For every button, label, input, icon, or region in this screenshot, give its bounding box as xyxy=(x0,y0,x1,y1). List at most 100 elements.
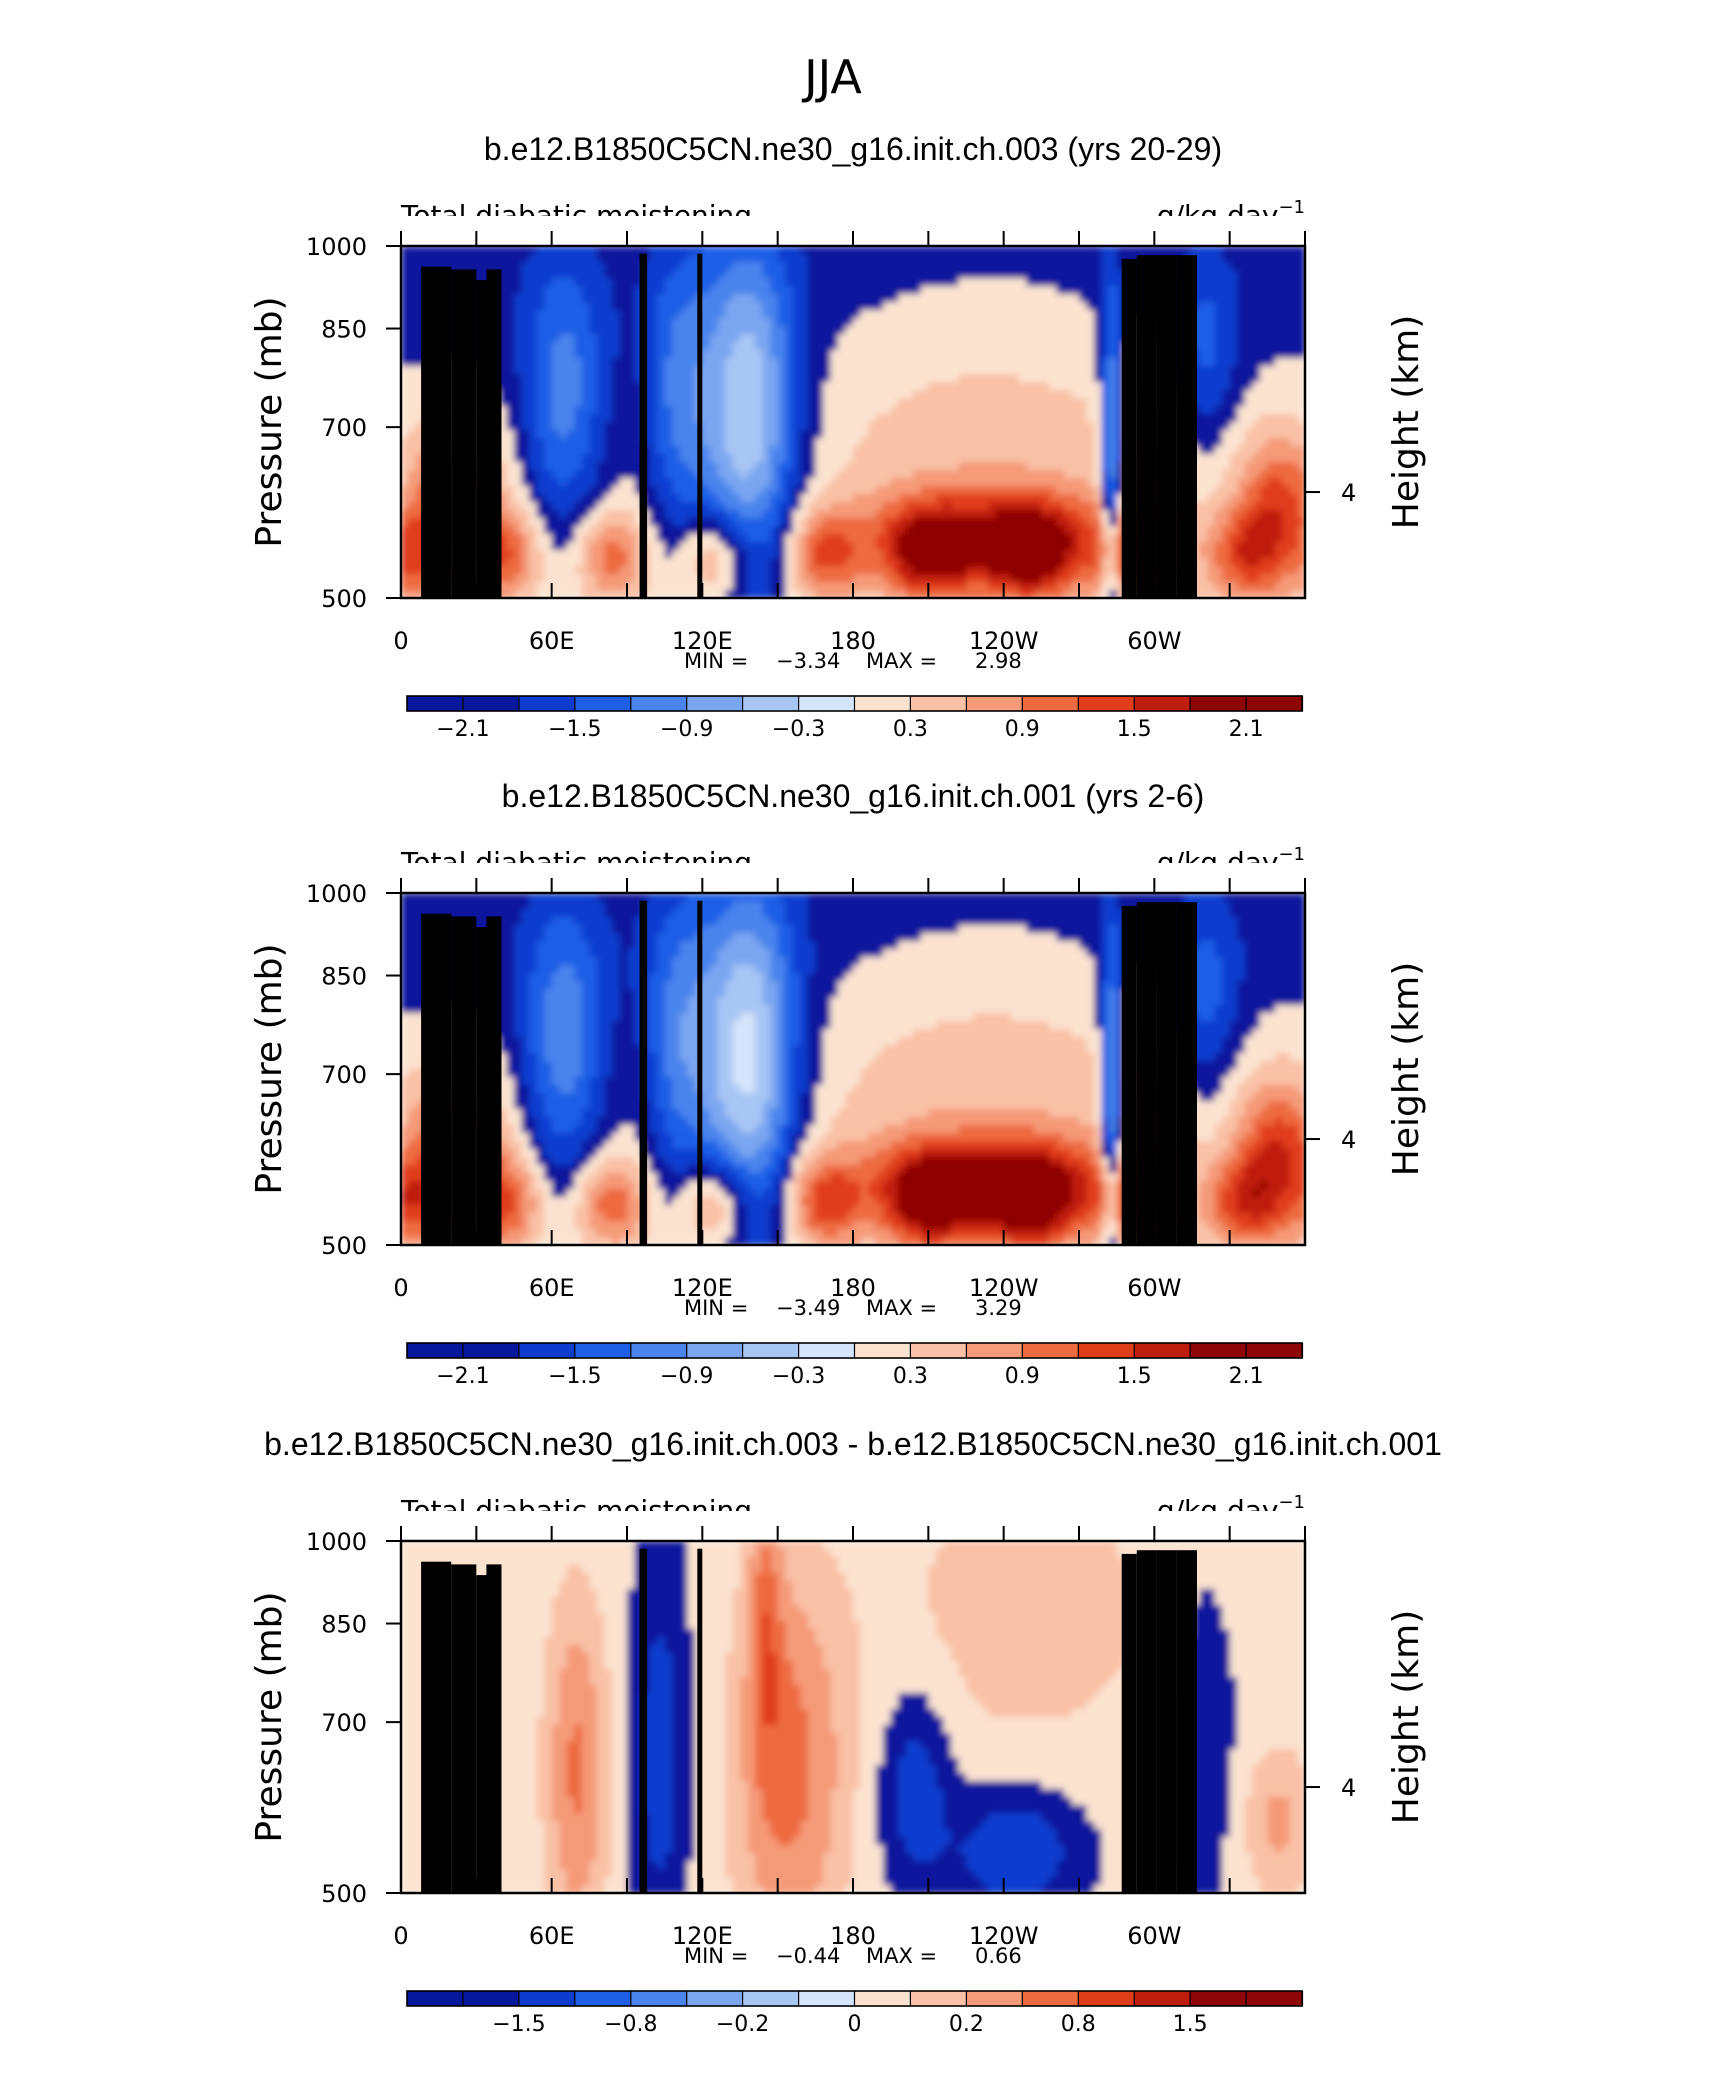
contour-cell xyxy=(627,526,636,535)
contour-cell xyxy=(679,446,688,455)
contour-cell xyxy=(1229,486,1238,495)
contour-cell xyxy=(544,262,553,271)
contour-cell xyxy=(905,494,914,503)
contour-cell xyxy=(401,502,410,511)
contour-cell xyxy=(401,550,410,559)
contour-cell xyxy=(747,590,756,599)
contour-cell xyxy=(589,398,598,407)
contour-cell xyxy=(981,510,990,519)
contour-cell xyxy=(679,590,688,599)
contour-cell xyxy=(702,302,711,311)
contour-cell xyxy=(506,310,515,319)
contour-cell xyxy=(898,566,907,575)
contour-cell xyxy=(770,454,779,463)
contour-cell xyxy=(1222,574,1231,583)
contour-cell xyxy=(604,414,613,423)
contour-cell xyxy=(943,526,952,535)
contour-cell xyxy=(672,334,681,343)
contour-cell xyxy=(762,398,771,407)
contour-cell xyxy=(1071,470,1080,479)
contour-cell xyxy=(928,286,937,295)
contour-cell xyxy=(1222,358,1231,367)
contour-cell xyxy=(672,518,681,527)
contour-cell xyxy=(672,534,681,543)
contour-cell xyxy=(845,446,854,455)
contour-cell xyxy=(1048,342,1058,351)
contour-cell xyxy=(830,438,839,447)
contour-cell xyxy=(1101,334,1110,343)
contour-cell xyxy=(566,302,575,311)
contour-cell xyxy=(740,390,749,399)
contour-cell xyxy=(747,534,756,543)
contour-cell xyxy=(1222,350,1231,359)
contour-cell xyxy=(898,286,907,295)
contour-cell xyxy=(724,342,734,351)
contour-cell xyxy=(664,254,673,263)
contour-cell xyxy=(837,558,847,567)
contour-cell xyxy=(1237,270,1246,279)
contour-cell xyxy=(408,342,417,351)
contour-cell xyxy=(1003,262,1012,271)
contour-cell xyxy=(913,502,922,511)
contour-cell xyxy=(935,542,945,551)
contour-cell xyxy=(529,582,538,591)
contour-cell xyxy=(928,590,937,599)
contour-cell xyxy=(724,374,734,383)
contour-cell xyxy=(498,502,508,511)
contour-cell xyxy=(1063,430,1073,439)
contour-cell xyxy=(822,542,832,551)
contour-cell xyxy=(1244,254,1253,263)
contour-cell xyxy=(506,406,515,415)
contour-cell xyxy=(996,542,1005,551)
contour-cell xyxy=(657,470,666,479)
contour-cell xyxy=(1094,470,1103,479)
contour-cell xyxy=(935,406,945,415)
contour-cell xyxy=(837,366,847,375)
contour-cell xyxy=(898,398,907,407)
contour-cell xyxy=(551,590,560,599)
contour-cell xyxy=(1071,438,1080,447)
contour-cell xyxy=(958,342,967,351)
contour-cell xyxy=(785,590,794,599)
contour-cell xyxy=(762,270,771,279)
contour-cell xyxy=(800,334,809,343)
contour-cell xyxy=(581,246,591,255)
contour-cell xyxy=(875,582,884,591)
contour-cell xyxy=(898,414,907,423)
contour-cell xyxy=(860,526,869,535)
contour-cell xyxy=(740,534,749,543)
contour-cell xyxy=(649,278,658,287)
contour-cell xyxy=(589,454,598,463)
contour-cell xyxy=(875,526,884,535)
contour-cell xyxy=(777,446,786,455)
contour-cell xyxy=(868,270,877,279)
contour-cell xyxy=(822,318,832,327)
contour-cell xyxy=(514,406,523,415)
contour-cell xyxy=(1086,478,1095,487)
contour-cell xyxy=(672,382,681,391)
contour-cell xyxy=(1079,398,1088,407)
contour-cell xyxy=(1214,414,1223,423)
contour-cell xyxy=(732,302,741,311)
contour-cell xyxy=(724,502,734,511)
contour-cell xyxy=(935,366,945,375)
contour-cell xyxy=(687,358,696,367)
contour-cell xyxy=(1116,286,1125,295)
contour-cell xyxy=(1199,518,1208,527)
contour-cell xyxy=(498,534,508,543)
contour-cell xyxy=(574,270,583,279)
contour-cell xyxy=(536,438,545,447)
contour-cell xyxy=(807,302,817,311)
contour-cell xyxy=(574,494,583,503)
contour-cell xyxy=(1154,246,1163,255)
contour-cell xyxy=(724,406,734,415)
contour-cell xyxy=(785,502,794,511)
contour-cell xyxy=(506,270,515,279)
contour-cell xyxy=(679,478,688,487)
contour-cell xyxy=(536,302,545,311)
contour-cell xyxy=(1237,494,1246,503)
contour-cell xyxy=(898,542,907,551)
contour-cell xyxy=(762,574,771,583)
contour-cell xyxy=(498,334,508,343)
contour-cell xyxy=(935,350,945,359)
